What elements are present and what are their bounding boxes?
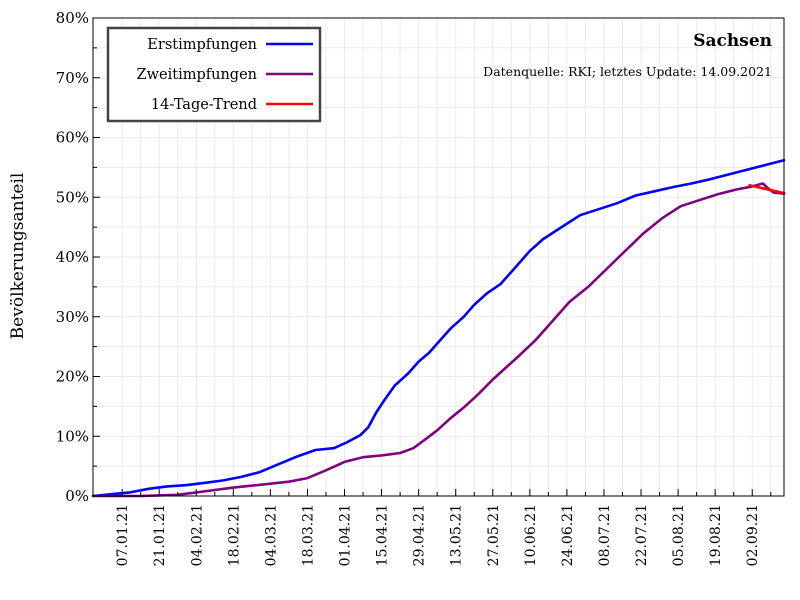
y-tick-label: 20% [56, 368, 89, 386]
x-tick-label: 05.08.21 [671, 504, 687, 566]
chart-subtitle: Datenquelle: RKI; letztes Update: 14.09.… [483, 64, 772, 79]
y-tick-label: 0% [65, 487, 89, 505]
x-tick-label: 04.03.21 [263, 504, 279, 566]
y-axis-title: Bevölkerungsanteil [8, 173, 28, 340]
series-line-zweitimpfungen [91, 182, 786, 498]
x-tick-label: 04.02.21 [189, 504, 205, 566]
x-tick-label: 24.06.21 [560, 504, 576, 566]
x-tick-label: 13.05.21 [449, 504, 465, 566]
x-tick-label: 29.04.21 [412, 504, 428, 566]
series-layer [91, 158, 786, 498]
x-tick-label: 19.08.21 [708, 504, 724, 566]
y-tick-label: 60% [56, 129, 89, 147]
x-tick-label: 21.01.21 [152, 504, 168, 566]
y-tick-label: 40% [56, 248, 89, 266]
grid [93, 17, 784, 497]
legend-label-erstimpfungen: Erstimpfungen [147, 37, 257, 53]
legend: Erstimpfungen Zweitimpfungen 14-Tage-Trend [106, 26, 322, 123]
y-tick-label: 80% [56, 9, 89, 27]
legend-label-zweitimpfungen: Zweitimpfungen [137, 67, 257, 83]
chart-title: Sachsen [693, 31, 772, 51]
y-tick-label: 70% [56, 69, 89, 87]
x-tick-label: 01.04.21 [338, 504, 354, 566]
y-tick-label: 30% [56, 308, 89, 326]
y-tick-label: 50% [56, 188, 89, 206]
x-tick-label: 18.02.21 [226, 504, 242, 566]
x-tick-label: 22.07.21 [634, 504, 650, 566]
plot-frame [92, 17, 785, 497]
x-tick-labels: 07.01.21 21.01.21 04.02.21 18.02.21 04.03.21… [115, 504, 761, 566]
x-tick-label: 10.06.21 [523, 504, 539, 566]
y-tick-label: 10% [56, 427, 89, 445]
y-tick-labels: 0% 10% 20% 30% 40% 50% 60% 70% 80% [56, 9, 89, 505]
x-tick-label: 27.05.21 [486, 504, 502, 566]
x-tick-label: 18.03.21 [300, 504, 316, 566]
x-tick-label: 08.07.21 [597, 504, 613, 566]
series-line-14-tage-trend [748, 184, 786, 195]
x-tick-label: 02.09.21 [745, 504, 761, 566]
series-line-erstimpfungen [91, 158, 786, 498]
x-tick-label: 15.04.21 [375, 504, 391, 566]
axes [92, 17, 785, 497]
legend-label-14-tage-trend: 14-Tage-Trend [151, 97, 257, 113]
x-tick-label: 07.01.21 [115, 504, 131, 566]
